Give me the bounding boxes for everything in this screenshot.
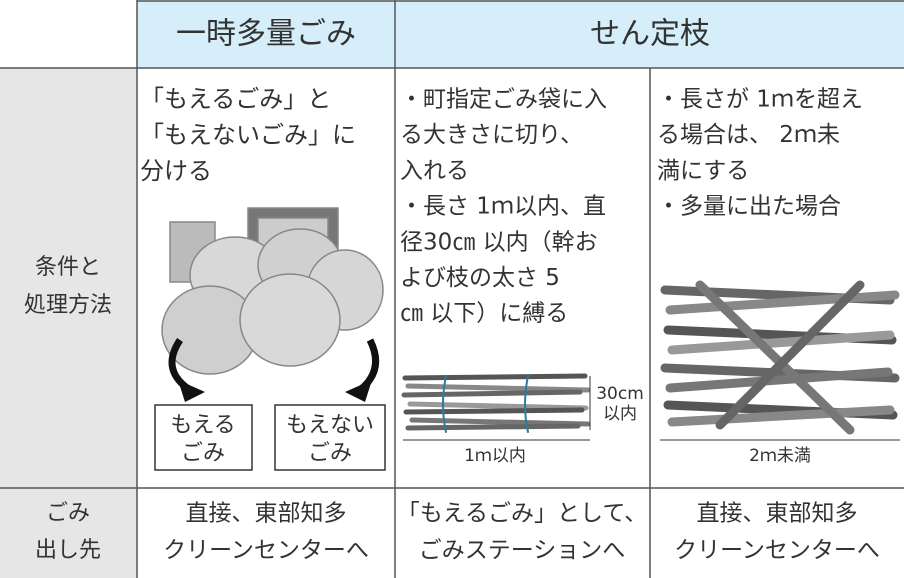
- cell-text: ・長さ 1ｍ以内、直: [400, 194, 606, 220]
- cell-text: 直接、東部知多: [697, 501, 858, 527]
- box: [274, 404, 386, 471]
- box-label: ごみ: [181, 441, 225, 466]
- box-label: もえない: [286, 413, 374, 438]
- cell-text: クリーンセンターへ: [163, 538, 369, 564]
- cell-text: 分ける: [140, 157, 212, 185]
- header-bg: [137, 1, 904, 68]
- box-label: ごみ: [308, 441, 352, 466]
- cell-text: ・長さが 1ｍを超え: [657, 87, 863, 113]
- cell-text: ・多量に出た場合: [657, 194, 841, 220]
- row-label: ごみ: [46, 501, 90, 526]
- branch-pile: [660, 280, 900, 435]
- cell-text: 「もえるごみ」と: [140, 85, 331, 113]
- cell-text: ごみステーションへ: [419, 538, 626, 564]
- dimension-label: 1ｍ以内: [464, 446, 526, 466]
- cell-text: ㎝ 以下）に縛る: [400, 301, 568, 327]
- cell-text: ・町指定ごみ袋に入: [400, 87, 607, 113]
- box-label: もえる: [170, 413, 235, 438]
- cell-text: 入れる: [400, 158, 469, 184]
- cell-text: 「もえないごみ」に: [140, 121, 356, 149]
- dimension-label: 30cm: [596, 384, 644, 404]
- dimension-label: 以内: [603, 404, 637, 424]
- cell-text: 「もえるごみ」として、: [397, 501, 647, 527]
- branch-bundle: [401, 373, 591, 433]
- cell-text: クリーンセンターへ: [674, 538, 880, 564]
- row-label: 条件と: [35, 255, 101, 280]
- arrow-heads: [178, 380, 372, 402]
- dimension-label: 2ｍ未満: [749, 446, 811, 466]
- row-label: 出し先: [35, 538, 101, 563]
- header-cell: 一時多量ごみ: [176, 17, 356, 52]
- cell-text: 直接、東部知多: [186, 501, 347, 527]
- row-label: 処理方法: [24, 293, 112, 318]
- bags-illustration: [161, 207, 384, 375]
- cell-text: 径30㎝ 以内（幹お: [400, 229, 598, 255]
- header-cell: せん定枝: [590, 17, 710, 52]
- box: [154, 404, 253, 471]
- label-bg: [0, 68, 137, 578]
- cell-text: る場合は、 2ｍ未: [657, 122, 840, 148]
- cell-text: る大きさに切り、: [400, 122, 583, 148]
- cell-text: 満にする: [657, 158, 749, 184]
- cell-text: よび枝の太さ 5: [400, 265, 560, 291]
